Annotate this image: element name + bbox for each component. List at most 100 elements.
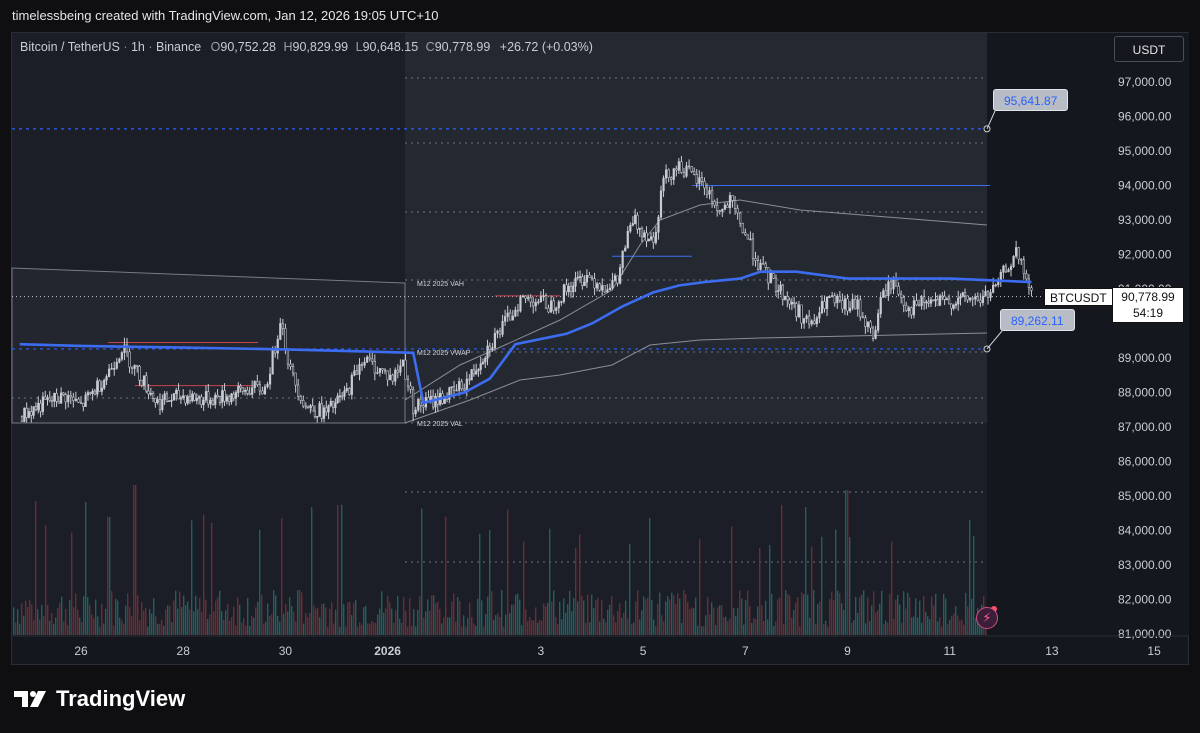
- anchored-vwap-line[interactable]: [19, 270, 1032, 405]
- candle-body: [649, 236, 653, 240]
- volume-bar: [417, 609, 419, 635]
- candle-body: [685, 165, 688, 177]
- candle-body: [957, 297, 960, 305]
- volume-bar: [123, 623, 125, 635]
- tradingview-logo[interactable]: TradingView: [14, 684, 185, 714]
- candle-body: [368, 356, 371, 360]
- volume-bar: [303, 623, 305, 635]
- volume-bar: [897, 594, 899, 635]
- candle-body: [1017, 247, 1020, 260]
- volume-bar: [531, 620, 533, 635]
- volume-bar: [105, 608, 107, 635]
- volume-bar: [75, 593, 77, 635]
- volume-bar: [775, 621, 777, 635]
- candle-body: [142, 375, 146, 386]
- candle-body: [221, 390, 224, 403]
- volume-bar: [961, 619, 963, 635]
- candle-body: [544, 295, 548, 309]
- volume-bar: [209, 614, 211, 635]
- candle-body: [790, 301, 793, 305]
- volume-bar: [623, 612, 625, 635]
- volume-bar: [517, 593, 519, 635]
- volume-bar: [475, 625, 477, 635]
- candle-body: [524, 295, 527, 299]
- candle-body: [910, 307, 913, 316]
- candle-body: [246, 389, 249, 394]
- lightning-icon[interactable]: ⚡: [976, 607, 998, 629]
- volume-bar: [667, 596, 669, 635]
- volume-bar: [101, 603, 103, 635]
- candle-body: [414, 409, 417, 415]
- volume-bar: [397, 595, 399, 635]
- volume-bar: [153, 598, 155, 635]
- volume-bar: [215, 600, 217, 635]
- volume-bar: [205, 599, 207, 635]
- candle-body: [331, 401, 335, 408]
- volume-bar: [625, 600, 627, 635]
- candle-body: [731, 195, 734, 201]
- volume-bar: [429, 610, 431, 635]
- candle-body: [291, 366, 295, 374]
- candle-body: [716, 204, 719, 211]
- candle-body: [915, 300, 918, 306]
- candle-body: [797, 304, 801, 318]
- candle-body: [309, 405, 312, 408]
- volume-bar: [737, 607, 739, 635]
- volume-bar: [893, 618, 895, 635]
- volume-bar: [891, 541, 893, 635]
- volume-bar: [711, 602, 713, 635]
- candle-body: [268, 373, 272, 385]
- candle-body: [693, 171, 696, 175]
- volume-bar: [141, 602, 143, 635]
- price-axis[interactable]: [1108, 33, 1189, 635]
- volume-bar: [367, 623, 369, 635]
- candle-body: [954, 303, 958, 306]
- volume-bar: [913, 616, 915, 635]
- legend-open: 90,752.28: [220, 40, 276, 54]
- candle-body: [39, 403, 42, 412]
- price-tick-label: 92,000.00: [1118, 248, 1172, 262]
- volume-bar: [321, 604, 323, 635]
- volume-bar: [705, 615, 707, 635]
- candle-body: [125, 344, 129, 353]
- candle-body: [100, 387, 104, 392]
- volume-bar: [51, 612, 53, 635]
- volume-bar: [869, 621, 871, 635]
- candle-body: [145, 375, 148, 392]
- volume-bar: [93, 618, 95, 635]
- candle-body: [557, 301, 560, 309]
- volume-bar: [503, 626, 505, 635]
- volume-bar: [137, 595, 139, 635]
- volume-bar: [707, 596, 709, 635]
- volume-bar: [449, 617, 451, 635]
- candle-body: [986, 291, 990, 298]
- currency-selector[interactable]: USDT: [1114, 36, 1184, 62]
- candle-body: [50, 400, 54, 402]
- volume-bar: [197, 609, 199, 635]
- candle-body: [976, 296, 979, 301]
- volume-bar: [643, 596, 645, 635]
- volume-bar: [665, 601, 667, 635]
- candle-body: [91, 390, 94, 394]
- volume-bar: [257, 601, 259, 635]
- candle-body: [243, 389, 247, 392]
- upper-price-tag[interactable]: 95,641.87: [993, 89, 1069, 111]
- volume-bar: [895, 599, 897, 635]
- candle-body: [925, 301, 928, 304]
- volume-bar: [309, 612, 311, 635]
- volume-bar: [929, 619, 931, 635]
- volume-bar: [521, 625, 523, 635]
- candle-body: [529, 297, 532, 303]
- candle-body: [733, 200, 737, 209]
- volume-bar: [65, 608, 67, 635]
- candle-body: [115, 361, 118, 369]
- candle-body: [640, 227, 644, 238]
- lower-price-tag[interactable]: 89,262.11: [1000, 309, 1075, 331]
- volume-bar: [465, 626, 467, 635]
- volume-bar: [419, 596, 421, 635]
- candle-body: [992, 284, 995, 293]
- candle-body: [786, 295, 789, 301]
- candle-body: [527, 297, 530, 299]
- candle-body: [147, 390, 150, 395]
